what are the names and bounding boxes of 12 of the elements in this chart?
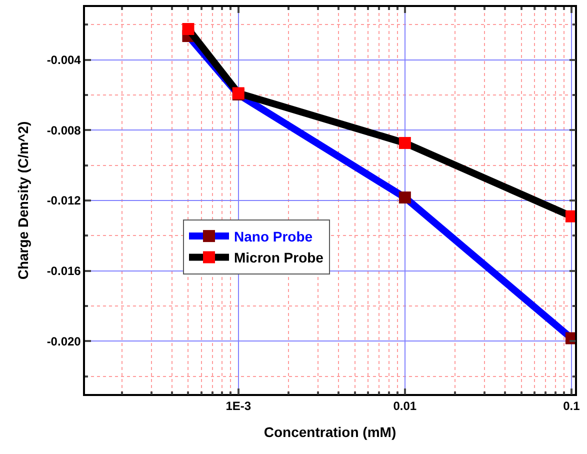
x-tick-label: 0.1 [563, 399, 580, 414]
y-tick-label: -0.016 [46, 264, 82, 278]
y-tick-label: -0.004 [46, 52, 82, 67]
x-tick-label: 0.01 [393, 399, 417, 414]
x-tick-label: 1E-3 [226, 399, 252, 414]
y-tick-label: -0.020 [46, 334, 82, 348]
legend-label: Nano Probe [234, 228, 313, 244]
x-axis-title: Concentration (mM) [264, 424, 396, 440]
y-tick-label: -0.012 [46, 194, 82, 208]
y-axis-title: Charge Density (C/m^2) [14, 121, 31, 280]
y-tick-label: -0.008 [46, 123, 82, 138]
legend-label: Micron Probe [234, 250, 324, 266]
